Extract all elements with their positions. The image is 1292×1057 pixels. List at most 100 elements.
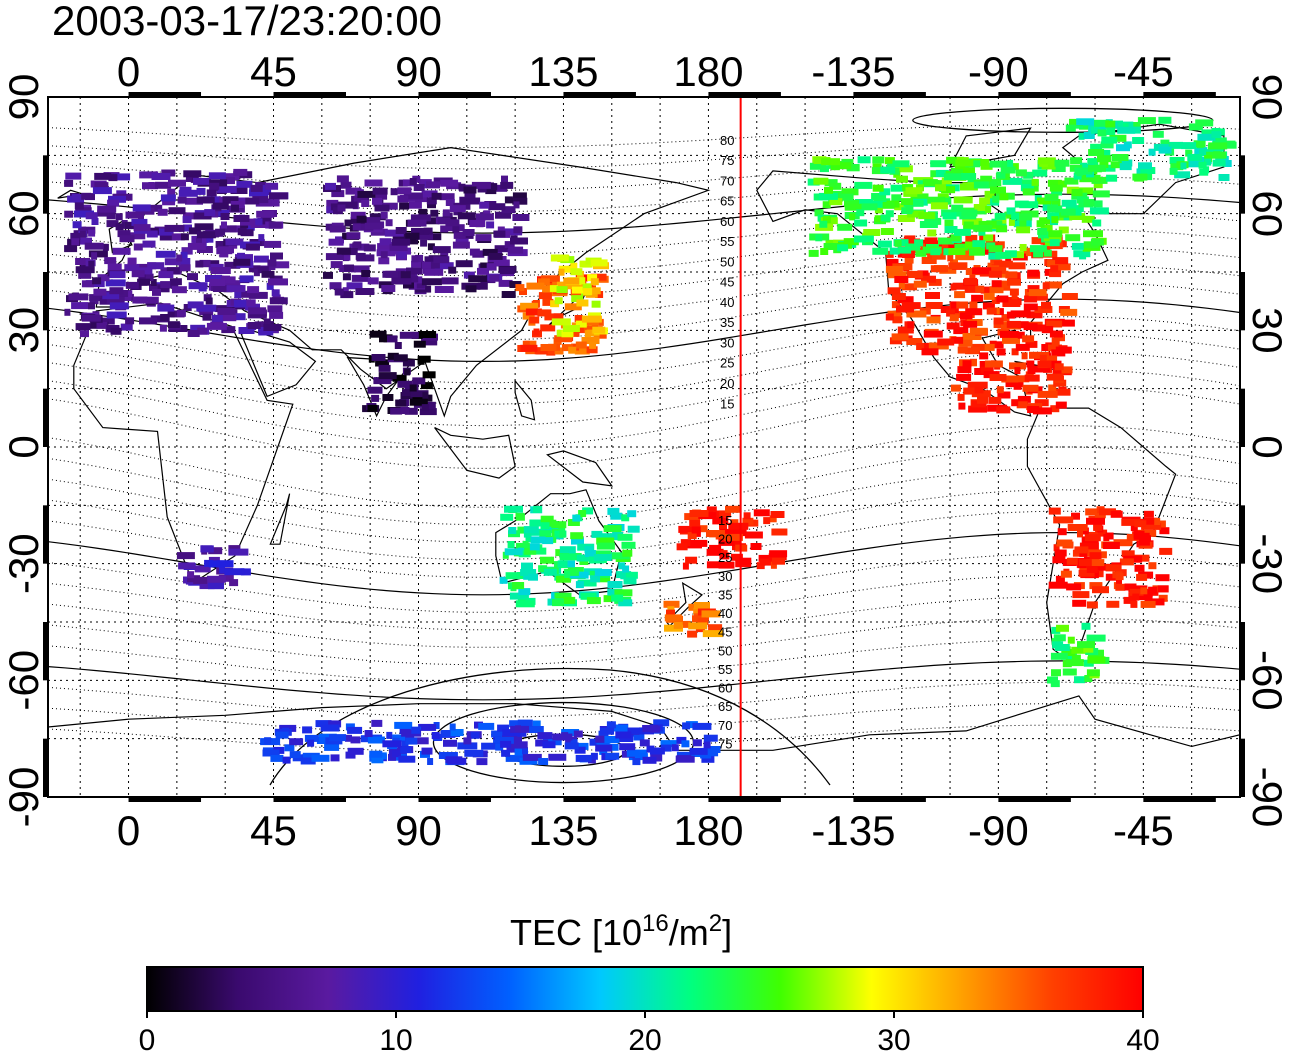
tec-cell xyxy=(267,259,277,267)
tec-cell xyxy=(837,223,853,231)
tec-cell xyxy=(884,157,895,165)
tec-cell xyxy=(413,184,425,191)
tec-cell xyxy=(910,193,929,201)
tec-cell xyxy=(1121,518,1141,526)
tec-cell xyxy=(361,270,371,277)
tec-cell xyxy=(495,211,511,219)
tec-cell xyxy=(744,531,763,539)
tec-cell xyxy=(928,342,949,350)
tec-cell xyxy=(477,185,487,193)
tec-cell xyxy=(556,281,568,289)
tec-cell xyxy=(1169,167,1178,175)
tec-cell xyxy=(980,366,994,374)
tec-cell xyxy=(364,179,383,187)
tec-cell xyxy=(159,233,179,241)
tec-cell xyxy=(965,234,978,242)
tec-cell xyxy=(529,519,548,527)
tec-cell xyxy=(675,755,695,763)
tec-cell xyxy=(815,234,823,242)
tec-cell xyxy=(434,262,454,270)
tec-cell xyxy=(1055,346,1072,354)
tec-cell xyxy=(990,186,1006,194)
tec-cell xyxy=(237,228,247,236)
tec-cell xyxy=(953,228,971,236)
colorbar-tick-label: 30 xyxy=(877,1024,910,1057)
left-lat-tick-label: 30 xyxy=(0,307,47,354)
tec-cell xyxy=(422,371,436,379)
tec-cell xyxy=(485,187,497,195)
tec-cell xyxy=(907,321,914,329)
tec-cell xyxy=(222,196,239,204)
tec-cell xyxy=(515,513,525,521)
tec-cell xyxy=(957,346,968,354)
tec-cell xyxy=(1222,156,1229,163)
tec-cell xyxy=(158,271,174,279)
tec-cell xyxy=(237,252,245,260)
tec-cell xyxy=(567,519,580,526)
tec-cell xyxy=(334,288,344,296)
tec-cell xyxy=(642,725,659,732)
tec-cell xyxy=(532,720,541,728)
contour-label: 45 xyxy=(718,625,732,640)
tec-cell xyxy=(404,368,411,376)
tec-cell xyxy=(488,203,506,211)
tec-cell xyxy=(556,286,568,294)
tec-cell xyxy=(1045,326,1054,333)
tec-cell xyxy=(841,188,859,196)
tec-cell xyxy=(385,219,393,227)
tec-cell xyxy=(1021,352,1028,360)
tec-cell xyxy=(78,271,92,279)
tec-cell xyxy=(547,280,557,288)
tec-cell xyxy=(606,721,616,729)
tec-cell xyxy=(233,215,250,222)
tec-cell xyxy=(589,341,597,349)
tec-cell xyxy=(979,361,988,368)
tec-cell xyxy=(275,731,289,739)
tec-cell xyxy=(1134,564,1145,572)
tec-cell xyxy=(1008,218,1015,226)
tec-cell xyxy=(944,226,958,233)
tec-cell xyxy=(371,394,380,402)
tec-cell xyxy=(889,337,902,345)
tec-cell xyxy=(226,285,246,293)
tec-cell xyxy=(957,393,965,401)
tec-cell xyxy=(584,330,591,338)
tec-cell xyxy=(421,278,442,286)
tec-cell xyxy=(497,724,510,732)
tec-cell xyxy=(373,377,392,385)
tec-cell xyxy=(399,202,410,210)
tec-cell xyxy=(1017,375,1030,383)
tec-cell xyxy=(943,248,953,256)
tec-cell xyxy=(421,338,438,346)
tec-cell xyxy=(1061,199,1077,207)
tec-cell xyxy=(355,252,366,260)
tec-cell xyxy=(1011,399,1019,407)
tec-cell xyxy=(264,240,282,248)
tec-cell xyxy=(384,229,404,237)
bottom-lon-tick-label: 180 xyxy=(673,807,743,854)
tec-cell xyxy=(440,225,449,233)
tec-cell xyxy=(603,525,622,533)
tec-cell xyxy=(75,258,91,265)
tec-cell xyxy=(1160,139,1170,147)
tec-cell xyxy=(1187,160,1207,168)
tec-cell xyxy=(228,548,249,556)
tec-cell xyxy=(1079,252,1087,260)
tec-cell xyxy=(570,268,583,276)
tec-cell xyxy=(955,253,975,261)
tec-cell xyxy=(916,343,925,350)
tec-cell xyxy=(701,755,715,763)
tec-cell xyxy=(409,178,417,185)
tec-cell xyxy=(1044,281,1062,289)
tec-cell xyxy=(330,261,343,269)
tec-cell xyxy=(639,739,650,747)
tec-cell xyxy=(119,235,135,243)
tec-cell xyxy=(1020,184,1034,191)
tec-cell xyxy=(889,247,900,255)
tec-cell xyxy=(823,243,842,250)
tec-cell xyxy=(537,732,553,740)
magnetic-contour xyxy=(48,724,1240,753)
tec-cell xyxy=(447,757,467,765)
tec-cell xyxy=(445,219,460,227)
tec-cell xyxy=(392,750,401,758)
